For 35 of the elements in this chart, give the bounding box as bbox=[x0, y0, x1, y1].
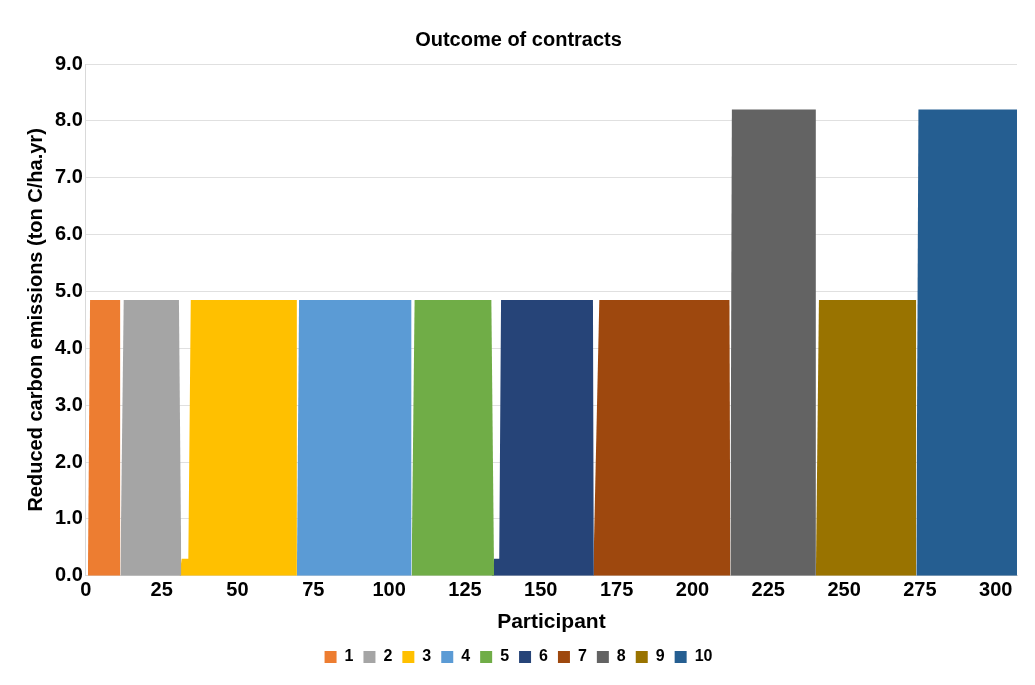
y-tick-label: 1.0 bbox=[54, 506, 83, 529]
x-tick-label: 100 bbox=[372, 578, 406, 601]
y-axis-title: Reduced carbon emissions (ton C/ha.yr) bbox=[23, 128, 46, 512]
x-tick-label: 0 bbox=[80, 578, 92, 601]
legend-label: 6 bbox=[539, 647, 549, 665]
y-tick-label: 4.0 bbox=[54, 335, 83, 358]
legend-label: 10 bbox=[694, 647, 713, 665]
legend-label: 4 bbox=[461, 647, 471, 665]
y-tick-label: 3.0 bbox=[54, 392, 83, 415]
legend-label: 8 bbox=[616, 647, 626, 665]
y-tick-label: 2.0 bbox=[54, 449, 83, 472]
legend-label: 2 bbox=[383, 647, 393, 665]
x-tick-label: 250 bbox=[827, 578, 861, 601]
legend-label: 5 bbox=[500, 647, 510, 665]
legend-label: 7 bbox=[577, 647, 587, 665]
legend-label: 3 bbox=[422, 647, 432, 665]
chart-title: Outcome of contracts bbox=[415, 27, 622, 50]
x-tick-label: 150 bbox=[524, 578, 558, 601]
x-tick-label: 25 bbox=[150, 578, 173, 601]
x-tick-label: 225 bbox=[751, 578, 785, 601]
x-tick-label: 275 bbox=[903, 578, 937, 601]
x-tick-label: 175 bbox=[599, 578, 634, 601]
y-tick-label: 6.0 bbox=[54, 222, 83, 245]
x-tick-label: 125 bbox=[448, 578, 482, 601]
x-tick-label: 300 bbox=[979, 578, 1013, 601]
y-tick-label: 5.0 bbox=[54, 278, 83, 301]
x-tick-label: 75 bbox=[302, 578, 325, 601]
legend-label: 9 bbox=[655, 647, 665, 665]
legend-label: 1 bbox=[344, 647, 354, 665]
x-tick-label: 200 bbox=[675, 578, 710, 601]
x-tick-label: 50 bbox=[226, 578, 249, 601]
y-tick-label: 9.0 bbox=[54, 51, 83, 74]
x-axis-title: Participant bbox=[497, 609, 606, 633]
y-tick-label: 7.0 bbox=[54, 165, 83, 188]
y-tick-label: 8.0 bbox=[54, 108, 83, 131]
